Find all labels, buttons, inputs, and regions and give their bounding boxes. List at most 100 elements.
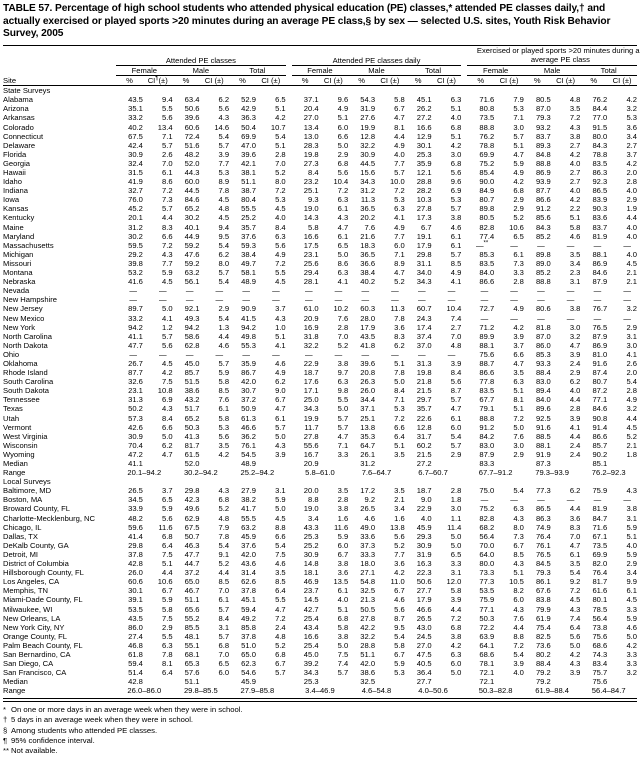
cell-value: 94.2: [241, 322, 256, 332]
cell-value: 6.3: [450, 95, 462, 105]
cell-value: 6.1: [218, 595, 230, 605]
cell-value: 65.2: [184, 413, 200, 423]
cell-value: 5.5: [337, 395, 349, 405]
cell-value: —**: [475, 240, 489, 250]
cell-value: 83.9: [592, 195, 608, 205]
cell-value: 51.1: [241, 177, 256, 187]
cell-value: 5.8: [569, 222, 581, 232]
cell-value: 4.9: [394, 140, 405, 150]
cell-value: 4.0: [626, 249, 637, 259]
cell-value: 6.5: [218, 659, 230, 669]
table-row: South Carolina 32.6 7.5 51.5 5.8 42.0 6.2 17.6 6…: [3, 377, 637, 386]
cell-value: —: [129, 349, 137, 359]
cell-value: 7.6: [337, 313, 349, 323]
cell-value: 6.4: [394, 431, 405, 441]
cell-value: 19.9: [303, 413, 319, 423]
cell-value: 76.7: [592, 304, 608, 314]
range-value: 29.8–85.5: [183, 686, 218, 696]
cell-value: —: [510, 313, 518, 323]
cell-value: 90.3: [592, 204, 608, 214]
cell-value: 25.2: [303, 540, 319, 550]
cell-value: 6.2: [218, 95, 230, 105]
cell-value: 40.1: [184, 222, 200, 232]
range-value: 56.4–84.7: [591, 686, 626, 696]
cell-value: 33.6: [360, 531, 376, 541]
cell-value: 34.3: [303, 668, 319, 678]
cell-value: 7.1: [337, 440, 349, 450]
cell-value: —: [158, 286, 167, 296]
subheader-total-1: Total: [229, 65, 286, 77]
cell-value: 83.4: [592, 659, 608, 669]
cell-value: 87.9: [592, 277, 608, 287]
median-label: Median: [3, 677, 28, 687]
cell-value: 86.6: [479, 277, 495, 287]
cell-value: 5.1: [275, 331, 286, 341]
cell-value: 45.0: [303, 649, 319, 659]
cell-value: 60.7: [416, 304, 432, 314]
cell-value: 5.0: [394, 377, 405, 387]
cell-value: 33.3: [360, 549, 376, 559]
cell-value: 3.9: [275, 449, 286, 459]
cell-value: 5.5: [162, 104, 173, 114]
cell-value: 75.9: [592, 486, 608, 496]
cell-value: 9.2: [569, 577, 581, 587]
cell-value: 6.3: [337, 377, 349, 387]
cell-value: —: [242, 295, 250, 305]
cell-value: 37.3: [360, 540, 376, 550]
cell-value: 33.9: [128, 504, 143, 514]
range-row: Range 20.1–94.2 30.2–94.2 25.2–94.2 5.8–61.0…: [3, 468, 637, 477]
cell-value: 1.8: [450, 495, 462, 505]
cell-value: 7.0: [450, 331, 462, 341]
cell-value: 8.5: [218, 386, 230, 396]
cell-value: 4.0: [394, 149, 405, 159]
cell-value: 7.2: [569, 113, 581, 123]
cell-value: 17.2: [360, 486, 376, 496]
row-site-label: Ohio: [3, 349, 20, 359]
row-site-label: Kansas: [3, 204, 29, 214]
subheader-male-1: Male: [172, 65, 230, 77]
cell-value: 20.4: [303, 104, 319, 114]
cell-value: 9.4: [218, 222, 230, 232]
cell-value: 88.1: [479, 340, 495, 350]
table-row: Georgia 32.4 7.0 52.0 7.7 42.1 7.0 27.3 6.8 44.5 7…: [3, 159, 637, 168]
cell-value: 26.0: [128, 568, 143, 578]
cell-value: 3.5: [275, 568, 286, 578]
cell-value: 6.2: [569, 486, 581, 496]
range-value: 67.7–91.2: [478, 468, 513, 478]
column-header-pct: %: [116, 75, 143, 87]
cell-value: 3.0: [626, 340, 637, 350]
cell-value: 3.7: [162, 486, 173, 496]
cell-value: —: [537, 295, 545, 305]
cell-value: 3.1: [626, 331, 637, 341]
cell-value: 31.2: [128, 222, 143, 232]
cell-value: 85.2: [535, 231, 551, 241]
cell-value: 22.9: [416, 504, 432, 514]
table-row: District of Columbia 42.8 5.1 44.7 5.2 43.6 4.…: [3, 559, 637, 568]
cell-value: 11.6: [158, 522, 173, 532]
cell-value: 88.8: [479, 122, 495, 132]
cell-value: 27.4: [128, 631, 143, 641]
cell-value: 19.0: [303, 204, 319, 214]
cell-value: 13.8: [360, 422, 376, 432]
cell-value: 4.8: [218, 204, 230, 214]
median-value: 83.3: [479, 459, 495, 468]
cell-value: 42.6: [128, 422, 143, 432]
cell-value: 36.4: [416, 668, 432, 678]
cell-value: 4.4: [569, 431, 581, 441]
cell-value: —: [593, 295, 602, 305]
cell-value: 27.3: [303, 158, 319, 168]
cell-value: 6.9: [162, 395, 173, 405]
cell-value: 4.6: [569, 231, 581, 241]
cell-value: 6.2: [569, 377, 581, 387]
cell-value: 47.6: [184, 249, 200, 259]
cell-value: 4.5: [275, 513, 286, 523]
cell-value: 25.4: [303, 640, 319, 650]
cell-value: 6.1: [450, 231, 462, 241]
cell-value: 26.3: [360, 377, 376, 387]
cell-value: 81.9: [592, 504, 608, 514]
cell-value: 7.2: [275, 186, 286, 196]
cell-value: 37.8: [241, 586, 256, 596]
row-site-label: Montana: [3, 268, 33, 278]
cell-value: 36.5: [360, 249, 376, 259]
cell-value: 3.9: [218, 149, 230, 159]
